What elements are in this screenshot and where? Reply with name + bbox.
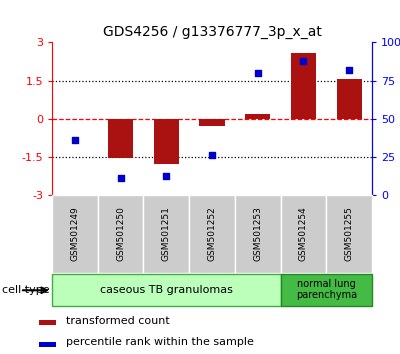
Text: caseous TB granulomas: caseous TB granulomas	[100, 285, 233, 295]
Bar	[144, 195, 189, 273]
Bar	[108, 119, 133, 158]
Bar	[39, 320, 56, 325]
Text: GSM501255: GSM501255	[345, 206, 354, 261]
Bar	[280, 274, 372, 306]
Bar	[52, 195, 98, 273]
Bar	[200, 119, 224, 126]
Bar	[336, 79, 362, 119]
Bar	[98, 195, 144, 273]
Bar	[245, 114, 270, 119]
Text: transformed count: transformed count	[66, 316, 170, 326]
Text: GSM501253: GSM501253	[253, 206, 262, 261]
Bar	[280, 195, 326, 273]
Text: GSM501251: GSM501251	[162, 206, 171, 261]
Bar	[235, 195, 280, 273]
Bar	[39, 342, 56, 347]
Bar	[326, 195, 372, 273]
Text: GSM501249: GSM501249	[70, 206, 79, 261]
Text: GSM501250: GSM501250	[116, 206, 125, 261]
Point	[72, 137, 78, 143]
Bar	[189, 195, 235, 273]
Text: GSM501254: GSM501254	[299, 206, 308, 261]
Text: GSM501252: GSM501252	[208, 206, 216, 261]
Bar	[52, 274, 280, 306]
Bar	[291, 53, 316, 119]
Text: normal lung
parenchyma: normal lung parenchyma	[296, 279, 357, 301]
Point	[163, 173, 170, 179]
Title: GDS4256 / g13376777_3p_x_at: GDS4256 / g13376777_3p_x_at	[102, 25, 322, 39]
Point	[300, 58, 307, 64]
Text: cell type: cell type	[2, 285, 50, 295]
Text: percentile rank within the sample: percentile rank within the sample	[66, 337, 254, 348]
Point	[209, 152, 215, 158]
Bar	[154, 119, 179, 164]
Point	[346, 67, 352, 73]
Point	[117, 175, 124, 181]
Point	[254, 70, 261, 76]
